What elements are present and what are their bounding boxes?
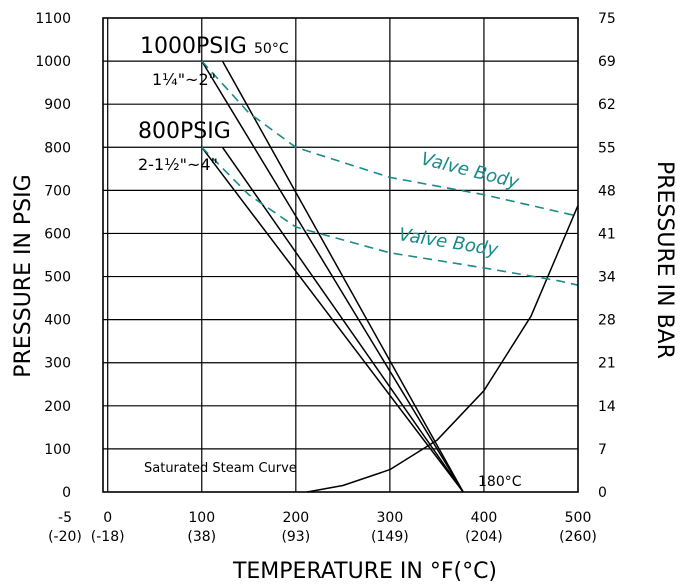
y-tick-label-left: 400	[44, 313, 71, 329]
annotation-180c: 180°C	[478, 474, 522, 490]
x-tick-label-f: 500	[565, 510, 592, 526]
x-tick-label-c: (93)	[281, 529, 310, 545]
x-tick-label-c: (-20)	[48, 529, 82, 545]
series-line-rating_800_a	[201, 146, 464, 493]
plot-border	[102, 17, 579, 493]
y-tick-label-left: 800	[44, 140, 71, 156]
y-tick-label-right: 69	[598, 54, 616, 70]
y-tick-label-right: 21	[598, 356, 616, 372]
y-tick-label-left: 600	[44, 226, 71, 242]
annotation-steam-curve: Saturated Steam Curve	[144, 461, 297, 476]
annotation-size-1000: 1¼"~2"	[152, 70, 216, 89]
grid	[103, 18, 578, 492]
x-tick-label-f: 0	[103, 510, 112, 526]
series-group	[201, 60, 579, 493]
y-tick-label-right: 41	[598, 226, 616, 242]
x-tick-label-f: 400	[471, 510, 498, 526]
y-tick-label-right: 28	[598, 313, 616, 329]
y-tick-label-left: 1000	[35, 54, 71, 70]
plot-frame	[102, 17, 579, 493]
y-tick-label-right: 55	[598, 140, 616, 156]
y-tick-label-right: 0	[598, 485, 607, 501]
x-tick-label-f: 300	[377, 510, 404, 526]
annotation-valve-body-upper: Valve Body	[419, 148, 522, 193]
series-line-saturated_steam	[306, 205, 579, 493]
annotation-800psig: 800PSIG	[138, 119, 231, 144]
annotation-size-800: 2-1½"~4"	[138, 155, 218, 174]
y-tick-label-left: 900	[44, 97, 71, 113]
x-tick-label-f: 100	[188, 510, 215, 526]
y-tick-label-left: 500	[44, 270, 71, 286]
y-tick-label-left: 700	[44, 183, 71, 199]
y-tick-label-right: 14	[598, 399, 616, 415]
tick-labels: 0100200300400500600700800900100011000714…	[35, 11, 616, 545]
x-tick-label-c: (-18)	[91, 529, 125, 545]
x-tick-label-c: (260)	[559, 529, 597, 545]
y-tick-label-right: 48	[598, 183, 616, 199]
x-axis-title: TEMPERATURE IN °F(°C)	[232, 559, 497, 584]
y-tick-label-right: 75	[598, 11, 616, 27]
y-tick-label-right: 7	[598, 442, 607, 458]
series-line-rating_1000_a	[201, 60, 464, 493]
y-axis-title-left: PRESSURE IN PSIG	[11, 174, 36, 377]
y-tick-label-right: 62	[598, 97, 616, 113]
series-line-rating_1000_b	[221, 60, 464, 493]
x-tick-label-c: (149)	[371, 529, 409, 545]
y-tick-label-right: 34	[598, 270, 616, 286]
y-tick-label-left: 0	[62, 485, 71, 501]
y-tick-label-left: 300	[44, 356, 71, 372]
x-tick-label-c: (204)	[465, 529, 503, 545]
annotation-1000psig: 1000PSIG	[140, 34, 247, 59]
y-tick-label-left: 200	[44, 399, 71, 415]
x-tick-label-f: 200	[282, 510, 309, 526]
annotation-50c: 50°C	[254, 41, 289, 57]
series-line-valve_body_800	[201, 146, 579, 286]
y-tick-label-left: 100	[44, 442, 71, 458]
x-tick-label-c: (38)	[187, 529, 216, 545]
x-tick-label-f: -5	[58, 510, 72, 526]
series-line-valve_body_1000	[201, 60, 579, 217]
y-axis-title-right: PRESSURE IN BAR	[652, 161, 677, 359]
y-tick-label-left: 1100	[35, 11, 71, 27]
